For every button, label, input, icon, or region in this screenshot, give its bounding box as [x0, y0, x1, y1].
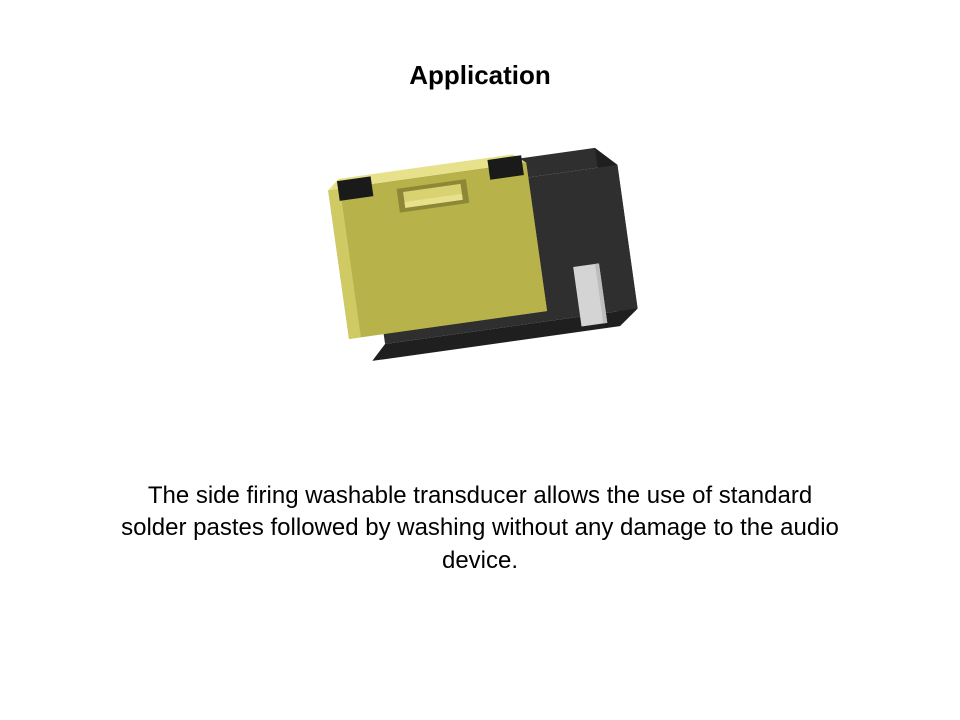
transducer-svg	[280, 130, 680, 390]
page-title: Application	[0, 60, 960, 91]
device-group	[327, 140, 640, 364]
page: Application The side firing washable tra…	[0, 0, 960, 720]
transducer-illustration	[280, 130, 680, 390]
body-text: The side firing washable transducer allo…	[120, 480, 840, 577]
